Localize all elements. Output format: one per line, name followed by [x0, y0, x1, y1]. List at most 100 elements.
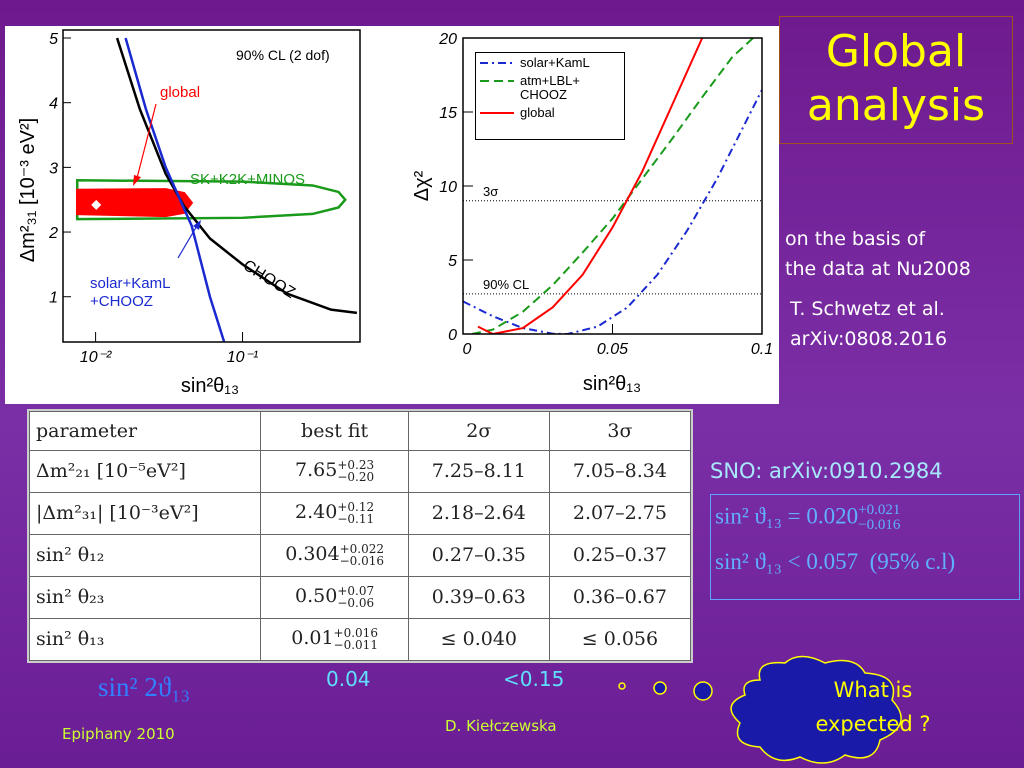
contour	[75, 188, 194, 218]
central-value: 0.50	[295, 585, 338, 608]
x-tick-label: 0.05	[597, 341, 628, 358]
chi2-curve	[477, 38, 704, 334]
uncertainty: +0.016 −0.011	[334, 627, 378, 651]
upper-error: +0.12	[337, 500, 375, 515]
annotation: global	[160, 84, 200, 101]
legend-entry: global	[480, 106, 620, 120]
legend-label: global	[520, 105, 555, 120]
y-tick-label: 4	[49, 96, 58, 113]
lower-error: −0.016	[339, 554, 385, 569]
legend-swatch	[480, 62, 514, 64]
bubble-dot	[618, 682, 626, 690]
sno-reference: SNO: arXiv:0910.2984	[710, 459, 943, 483]
x-axis-title: sin²θ₁₃	[181, 375, 239, 397]
chi2-curve	[471, 38, 754, 334]
x-axis-title: sin²θ₁₃	[583, 373, 641, 395]
table-cell: sin² θ₁₂	[28, 533, 262, 577]
contour	[75, 179, 347, 221]
central-value: 7.65	[295, 459, 338, 482]
legend-entry: solar+KamL	[480, 56, 620, 70]
annotation: CHOOZ	[240, 257, 298, 302]
upper-error: +0.23	[337, 458, 375, 473]
table-row: sin² θ₁₂ 0.304 +0.022 −0.016 0.27–0.35 0.25–0…	[28, 533, 692, 577]
arrowhead	[133, 175, 141, 186]
basis-note: on the basis of the data at Nu2008	[785, 224, 971, 284]
text-line: arXiv:0808.2016	[790, 328, 948, 350]
header-cell: parameter	[28, 411, 262, 451]
x-tick-label: 10⁻¹	[227, 349, 259, 366]
table-cell: ≤ 0.040	[407, 617, 550, 662]
x-tick-label: 10⁻²	[80, 349, 112, 366]
arrow	[135, 103, 157, 183]
table-cell: 2.18–2.64	[407, 491, 550, 535]
reference-label: 90% CL	[483, 277, 529, 292]
header-cell: 3σ	[548, 411, 692, 451]
slide-title: Global analysis	[779, 16, 1013, 144]
y-axis-title: Δm²₃₁ [10⁻³ eV²]	[17, 118, 39, 262]
x-tick-label: 0.1	[751, 341, 773, 358]
table-cell: ≤ 0.056	[548, 617, 692, 662]
expected-value: <0.15	[503, 667, 565, 691]
table-cell: 2.07–2.75	[548, 491, 692, 535]
table-cell: sin² θ₂₃	[28, 575, 262, 619]
upper-error: +0.021	[858, 502, 901, 518]
exclusion-curve	[124, 37, 226, 342]
text-line: the data at Nu2008	[785, 258, 971, 280]
y-tick-label: 1	[49, 290, 58, 307]
uncertainty: +0.022 −0.016	[340, 543, 384, 567]
upper-error: +0.07	[337, 584, 375, 599]
thought-bubble: What is expected ?	[618, 655, 931, 764]
sno-line: sin² ϑ₁₃ < 0.057 (95% c.l)	[715, 549, 1015, 595]
header-cell: best fit	[260, 411, 409, 451]
axes-frame	[62, 29, 361, 343]
sno-formula: sin² ϑ₁₃ < 0.057 (95% c.l)	[715, 549, 956, 574]
table-cell: 2.40 +0.12 −0.11	[260, 491, 409, 535]
parameter-table: parameter best fit 2σ 3σ Δm²₂₁ [10⁻⁵eV²] 7.65…	[27, 409, 693, 663]
y-tick-label: 20	[438, 31, 457, 48]
legend-label: atm+LBL+ CHOOZ	[520, 73, 580, 102]
table-cell: 7.65 +0.23 −0.20	[260, 449, 409, 493]
sno-formula: sin² ϑ₁₃ = 0.020	[715, 503, 859, 529]
lower-error: −0.011	[333, 638, 378, 653]
legend-swatch	[480, 80, 514, 82]
central-value: 0.01	[291, 627, 334, 650]
expected-value: 0.04	[326, 667, 371, 691]
table-cell: 0.01 +0.016 −0.011	[260, 617, 409, 662]
annotation: +CHOOZ	[90, 293, 153, 310]
footer-center: D. Kiełczewska	[445, 717, 557, 735]
uncertainty: +0.12 −0.11	[337, 501, 374, 525]
legend-label: solar+KamL	[520, 55, 590, 70]
legend-swatch	[480, 112, 514, 114]
arrow	[177, 223, 199, 259]
expected-label: sin² 2ϑ₁₃	[98, 672, 191, 702]
y-tick-label: 3	[49, 160, 58, 177]
y-tick-label: 0	[448, 327, 457, 344]
bubble-text: expected ?	[815, 712, 930, 736]
table-row: Δm²₂₁ [10⁻⁵eV²] 7.65 +0.23 −0.20 7.25–8.11 7.…	[28, 449, 692, 493]
text-line: T. Schwetz et al.	[790, 298, 945, 320]
sno-line: sin² ϑ₁₃ = 0.020 +0.021 −0.016	[715, 503, 1015, 549]
central-value: 0.304	[285, 543, 340, 566]
table-cell: 7.05–8.34	[548, 449, 692, 493]
y-tick-label: 10	[439, 179, 457, 196]
reference: T. Schwetz et al. arXiv:0808.2016	[790, 294, 947, 354]
bubble-dot	[653, 681, 667, 695]
table-cell: 0.39–0.63	[407, 575, 550, 619]
annotation: solar+KamL	[90, 275, 170, 292]
annotation: SK+K2K+MINOS	[190, 171, 305, 188]
table-cell: 0.25–0.37	[548, 533, 692, 577]
legend-entry: atm+LBL+ CHOOZ	[480, 74, 620, 102]
y-axis-title: Δχ²	[411, 170, 433, 201]
upper-error: +0.022	[339, 542, 385, 557]
text-line: on the basis of	[785, 228, 926, 250]
table-cell: 0.50 +0.07 −0.06	[260, 575, 409, 619]
table-row: sin² θ₂₃ 0.50 +0.07 −0.06 0.39–0.63 0.36–0.67	[28, 575, 692, 619]
table-cell: 0.304 +0.022 −0.016	[260, 533, 409, 577]
uncertainty: +0.021 −0.016	[858, 503, 900, 533]
exclusion-curve	[115, 37, 358, 315]
header-row: parameter best fit 2σ 3σ	[28, 411, 692, 451]
table-cell: 7.25–8.11	[407, 449, 550, 493]
header-cell: 2σ	[407, 411, 550, 451]
